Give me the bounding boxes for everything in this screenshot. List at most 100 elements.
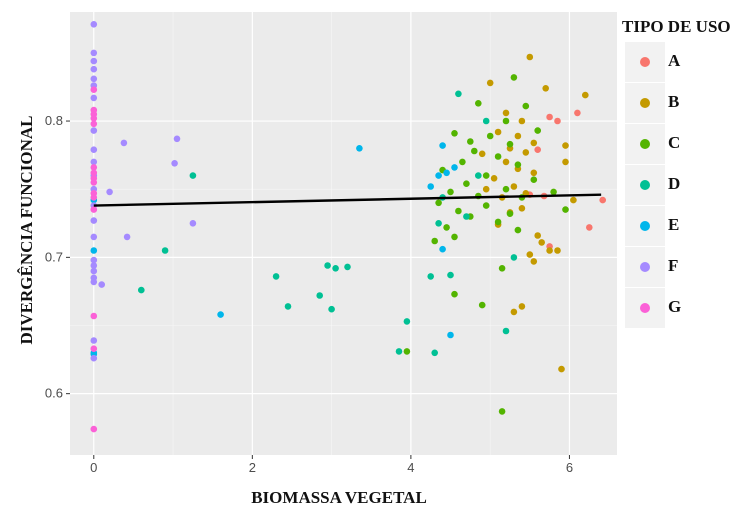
x-tick-label: 6 [566, 460, 573, 475]
x-tick-label: 2 [249, 460, 256, 475]
point-e [439, 142, 446, 149]
point-f [90, 158, 98, 166]
point-a [554, 117, 561, 125]
point-e [427, 183, 435, 190]
point-b [554, 247, 561, 254]
point-g [90, 206, 98, 213]
point-c [498, 408, 506, 415]
point-b [530, 169, 538, 177]
y-tick-label: 0.8 [45, 113, 63, 128]
plot-panel [70, 12, 617, 455]
point-f [90, 21, 98, 28]
legend-label: F [668, 256, 678, 275]
point-c [463, 180, 470, 187]
point-b [558, 365, 565, 373]
point-b [570, 196, 577, 204]
point-g [90, 194, 98, 201]
legend-swatch-g [640, 303, 650, 313]
point-b [502, 109, 510, 117]
point-f [106, 188, 113, 196]
point-b [518, 303, 526, 310]
point-e [447, 331, 454, 339]
y-tick-label: 0.6 [45, 386, 63, 401]
point-a [586, 224, 593, 231]
point-c [451, 233, 458, 241]
point-c [431, 237, 439, 245]
point-f [90, 49, 98, 57]
point-f [120, 139, 128, 147]
point-c [510, 74, 518, 81]
legend-swatch-c [640, 139, 650, 149]
legend-swatch-b [640, 98, 650, 108]
point-f [98, 281, 105, 288]
y-axis-title: DIVERGÊNCIA FUNCIONAL [17, 115, 36, 344]
point-b [522, 149, 530, 156]
point-a [599, 196, 606, 204]
point-e [356, 145, 363, 152]
point-b [482, 185, 490, 193]
x-axis-ticks: 0 2 4 6 [90, 455, 573, 475]
legend-label: C [668, 133, 680, 152]
legend-swatch-f [640, 262, 650, 272]
point-c [403, 348, 411, 355]
point-g [90, 312, 98, 320]
trend-line-path [93, 193, 602, 207]
trend-line [93, 193, 602, 207]
point-f [90, 57, 98, 65]
legend-swatch-e [640, 221, 650, 231]
point-e [435, 172, 442, 179]
point-a [546, 113, 553, 121]
point-c [471, 147, 478, 155]
point-b [502, 158, 510, 166]
point-b [582, 91, 589, 99]
point-d [455, 90, 462, 98]
point-c [447, 188, 454, 196]
point-a [534, 146, 541, 153]
point-d [403, 318, 411, 325]
point-b [530, 258, 538, 265]
point-d [161, 247, 169, 254]
point-c [455, 207, 462, 215]
point-b [478, 150, 486, 158]
point-d [189, 172, 197, 179]
point-g [90, 169, 98, 177]
point-f [90, 256, 98, 264]
point-b [518, 117, 526, 125]
point-b [562, 158, 569, 166]
point-f [90, 65, 98, 73]
point-d [482, 117, 490, 125]
point-f [189, 220, 197, 227]
point-b [534, 232, 541, 239]
legend-title: TIPO DE USO [622, 17, 731, 36]
point-d [138, 286, 145, 294]
point-c [467, 138, 474, 145]
point-f [123, 233, 131, 241]
point-g [90, 120, 98, 128]
point-e [90, 247, 98, 254]
point-b [514, 132, 522, 140]
point-e [439, 245, 446, 253]
point-d [328, 305, 335, 313]
point-b [526, 53, 534, 61]
point-d [284, 303, 292, 310]
point-f [90, 146, 98, 153]
point-c [494, 218, 502, 226]
point-b [490, 175, 498, 182]
point-c [514, 161, 522, 168]
point-f [90, 75, 98, 83]
point-b [510, 308, 518, 316]
point-c [478, 301, 486, 309]
point-b [494, 128, 502, 136]
point-f [90, 127, 98, 134]
point-b [530, 139, 538, 147]
point-c [502, 117, 510, 125]
point-c [550, 188, 557, 196]
point-d [510, 254, 518, 261]
point-d [463, 213, 470, 220]
point-f [90, 354, 98, 362]
point-b [538, 239, 545, 246]
x-tick-label: 0 [90, 460, 97, 475]
point-e [451, 164, 458, 171]
legend-label: A [668, 51, 681, 70]
